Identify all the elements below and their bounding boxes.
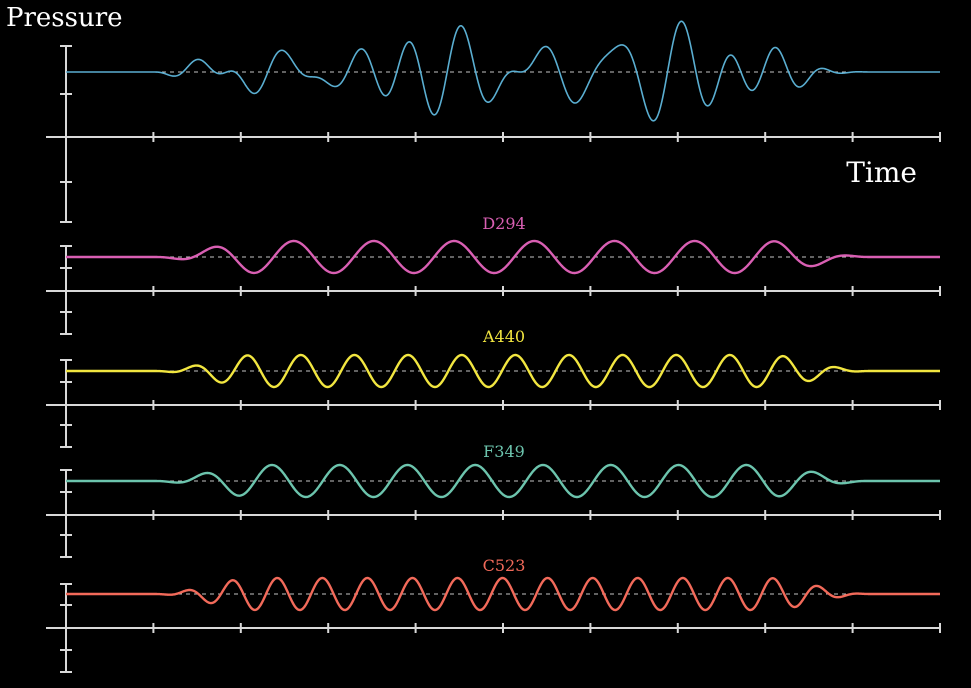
series-label-d294: D294 xyxy=(482,214,525,233)
y-axis-label: Pressure xyxy=(6,3,123,33)
wave-a440 xyxy=(66,353,940,389)
chart-labels: Pressure Time D294 A440 F349 C523 xyxy=(6,3,917,575)
series-label-f349: F349 xyxy=(483,442,525,461)
series-label-c523: C523 xyxy=(483,556,526,575)
x-axis-label: Time xyxy=(846,156,917,189)
chart-curves xyxy=(66,20,940,612)
wave-c523 xyxy=(66,576,940,612)
wave-combined xyxy=(66,20,940,122)
series-label-a440: A440 xyxy=(482,327,525,346)
chart-axes xyxy=(46,45,941,673)
wave-d294 xyxy=(66,239,940,275)
wave-f349 xyxy=(66,463,940,499)
